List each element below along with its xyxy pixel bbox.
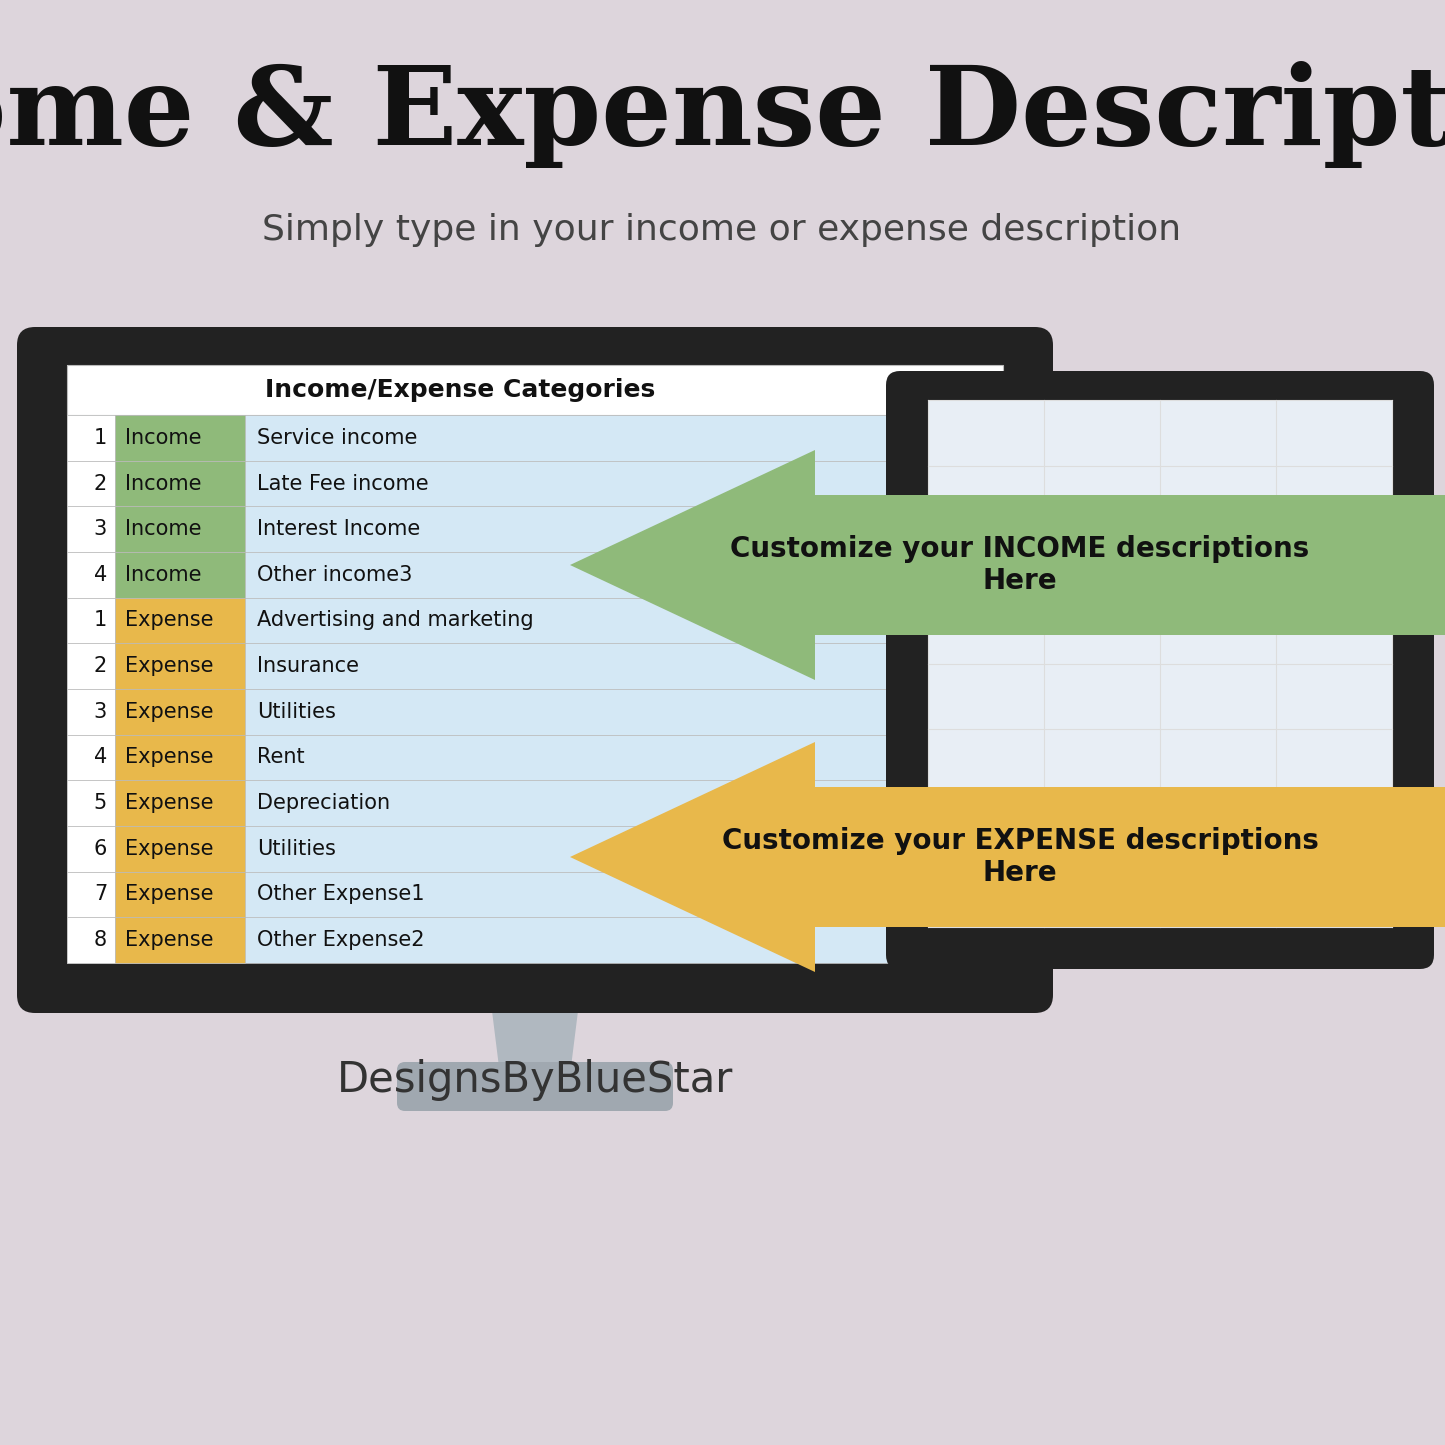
Text: Expense: Expense	[126, 656, 214, 676]
Text: Expense: Expense	[126, 793, 214, 814]
Text: Interest Income: Interest Income	[257, 519, 420, 539]
Text: Utilities: Utilities	[257, 840, 335, 858]
Text: Simply type in your income or expense description: Simply type in your income or expense de…	[263, 212, 1182, 247]
Text: 3: 3	[94, 702, 107, 722]
Text: 4: 4	[94, 565, 107, 585]
Text: 5: 5	[94, 793, 107, 814]
Text: Other Expense2: Other Expense2	[257, 931, 425, 951]
Bar	[66, 780, 1003, 827]
Bar	[66, 415, 1003, 461]
Text: Other Expense1: Other Expense1	[257, 884, 425, 905]
Bar	[66, 918, 1003, 962]
Bar	[116, 461, 246, 506]
FancyBboxPatch shape	[397, 1062, 673, 1111]
Text: Income: Income	[126, 428, 201, 448]
Text: 1: 1	[94, 610, 107, 630]
Bar	[66, 598, 1003, 643]
Text: 2: 2	[94, 656, 107, 676]
Text: Expense: Expense	[126, 931, 214, 951]
Bar	[66, 780, 116, 827]
Bar	[116, 734, 246, 780]
Text: Expense: Expense	[126, 610, 214, 630]
Bar	[66, 918, 116, 962]
Bar	[66, 734, 116, 780]
Text: Depreciation: Depreciation	[257, 793, 390, 814]
Bar	[66, 827, 1003, 871]
Text: Utilities: Utilities	[257, 702, 335, 722]
Text: Income & Expense Descriptions: Income & Expense Descriptions	[0, 62, 1445, 169]
Bar	[116, 689, 246, 734]
Text: Expense: Expense	[126, 840, 214, 858]
Text: Insurance: Insurance	[257, 656, 358, 676]
Text: Expense: Expense	[126, 702, 214, 722]
Bar	[116, 871, 246, 918]
Bar	[66, 734, 1003, 780]
Bar	[66, 689, 1003, 734]
Text: Income: Income	[126, 474, 201, 494]
FancyBboxPatch shape	[17, 327, 1053, 1013]
Bar	[928, 400, 1392, 928]
Text: Other income3: Other income3	[257, 565, 412, 585]
Text: Expense: Expense	[126, 884, 214, 905]
Text: Income: Income	[126, 519, 201, 539]
Text: 1: 1	[94, 428, 107, 448]
Text: Customize your EXPENSE descriptions
Here: Customize your EXPENSE descriptions Here	[721, 827, 1318, 887]
Bar	[116, 552, 246, 598]
Text: 4: 4	[94, 747, 107, 767]
Bar	[66, 643, 116, 689]
Bar	[116, 780, 246, 827]
Bar	[66, 827, 116, 871]
Bar	[66, 643, 1003, 689]
Bar	[116, 918, 246, 962]
Text: 6: 6	[94, 840, 107, 858]
Bar	[66, 871, 116, 918]
Bar	[66, 598, 116, 643]
Text: Late Fee income: Late Fee income	[257, 474, 429, 494]
Text: DesignsByBlueStar: DesignsByBlueStar	[337, 1059, 733, 1101]
Bar	[66, 461, 1003, 506]
Text: Income/Expense Categories: Income/Expense Categories	[264, 379, 655, 402]
Bar	[116, 415, 246, 461]
Text: 3: 3	[94, 519, 107, 539]
FancyBboxPatch shape	[886, 371, 1433, 970]
Text: 7: 7	[94, 884, 107, 905]
Bar	[116, 598, 246, 643]
Text: Customize your INCOME descriptions
Here: Customize your INCOME descriptions Here	[730, 535, 1309, 595]
Bar	[116, 827, 246, 871]
Bar	[66, 415, 116, 461]
Bar	[66, 689, 116, 734]
Polygon shape	[569, 741, 1445, 972]
Bar	[66, 506, 116, 552]
Bar	[66, 552, 116, 598]
Bar	[116, 643, 246, 689]
Bar	[116, 506, 246, 552]
Bar	[66, 366, 1003, 962]
Text: Income: Income	[126, 565, 201, 585]
Polygon shape	[569, 449, 1445, 681]
Text: Service income: Service income	[257, 428, 418, 448]
Bar	[66, 552, 1003, 598]
Text: Expense: Expense	[126, 747, 214, 767]
Text: Advertising and marketing: Advertising and marketing	[257, 610, 533, 630]
Text: 8: 8	[94, 931, 107, 951]
Bar	[66, 871, 1003, 918]
Bar	[66, 461, 116, 506]
Text: 2: 2	[94, 474, 107, 494]
Bar	[66, 366, 1003, 415]
Text: Rent: Rent	[257, 747, 305, 767]
Bar	[66, 506, 1003, 552]
Polygon shape	[490, 996, 579, 1075]
